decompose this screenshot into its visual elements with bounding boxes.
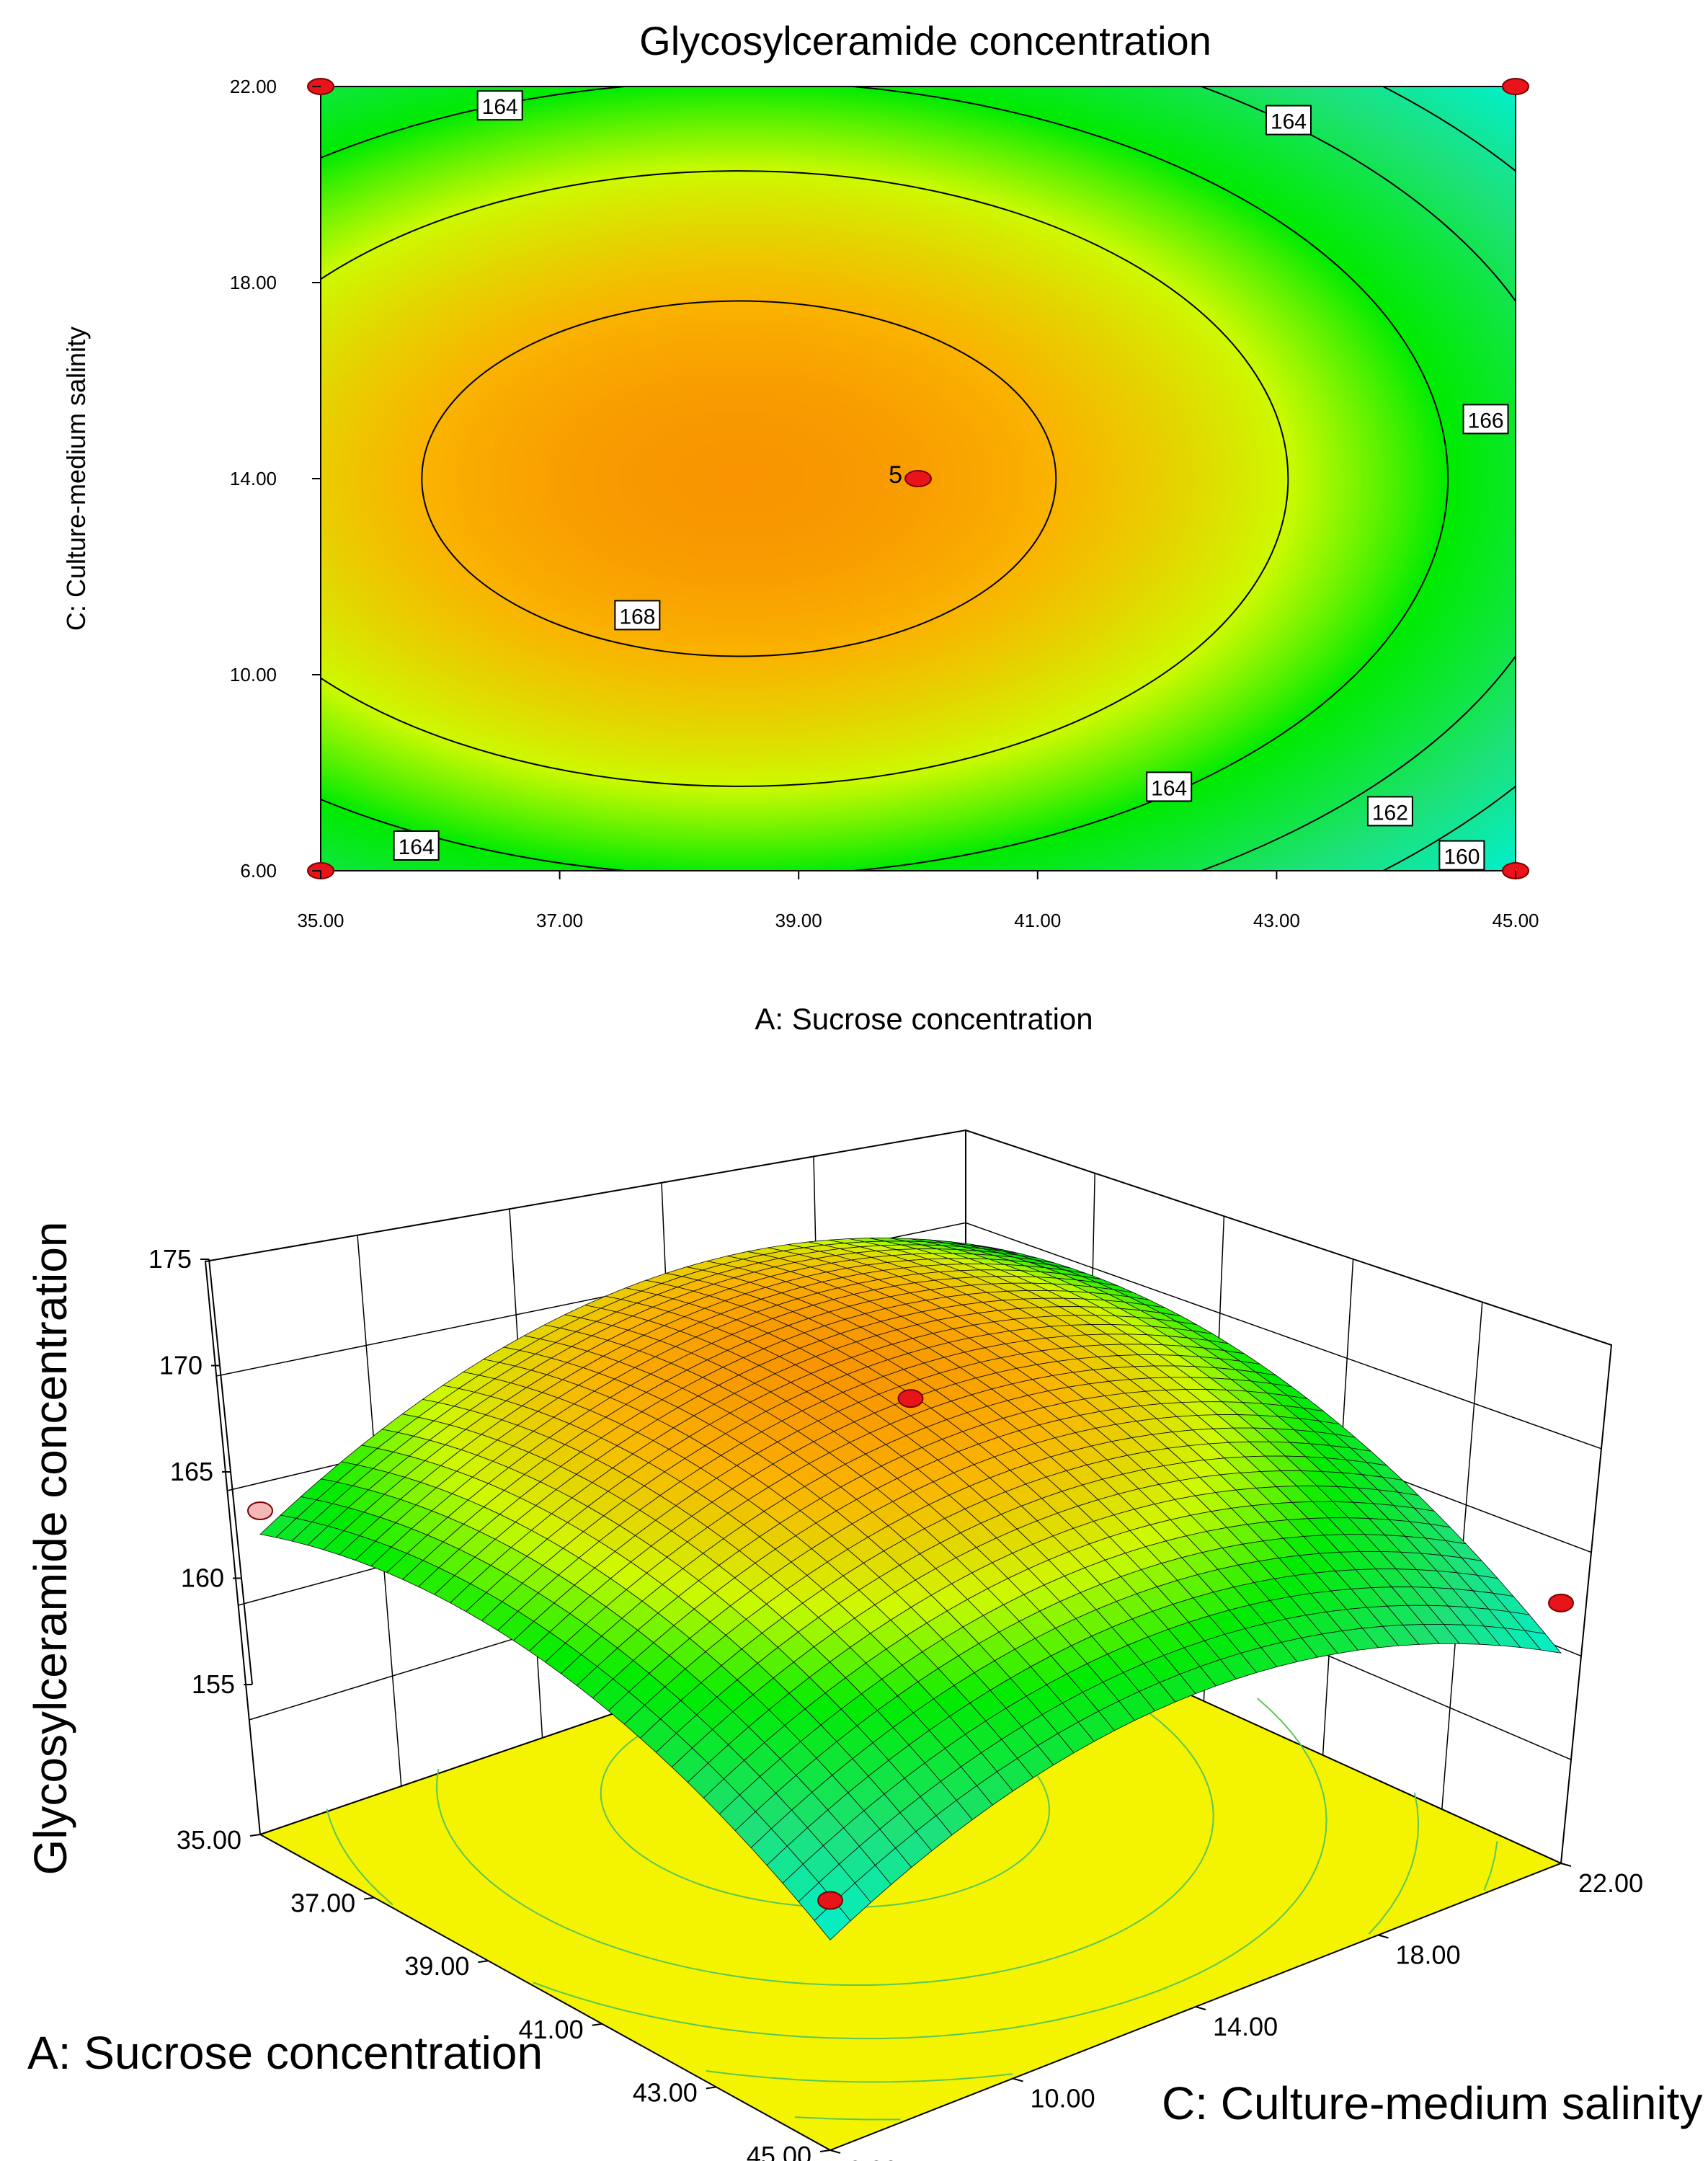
y-tick-label: 22.00	[230, 76, 277, 97]
c-tick-mark	[1378, 1934, 1389, 1939]
z-tick-label: 175	[148, 1244, 192, 1274]
contour-label-box	[1366, 796, 1413, 827]
a-tick-label: 39.00	[404, 1951, 469, 1981]
c-tick-mark	[1013, 2077, 1023, 2082]
contour-chart: Glycosylceramide concentration 164 164 166…	[61, 18, 1539, 1036]
x-tick-label: 37.00	[536, 910, 583, 931]
contour-label: 164	[399, 835, 435, 859]
floor-contour-162	[706, 1792, 1420, 2083]
contour-label-box	[1462, 404, 1509, 435]
x-tick-label: 39.00	[775, 910, 822, 931]
surface-a-axis-label: A: Sucrose concentration	[27, 2027, 543, 2079]
c-tick-label: 6.00	[848, 2155, 898, 2161]
contour-label-box	[1265, 105, 1312, 136]
surface-c-ticks: 6.00 10.00 14.00 18.00 22.00	[829, 1863, 1643, 2161]
contour-label: 166	[1468, 409, 1504, 432]
surface-design-point	[247, 1501, 273, 1520]
contour-label: 162	[1372, 801, 1408, 825]
c-tick-label: 14.00	[1213, 2012, 1278, 2041]
z-tick-label: 170	[159, 1351, 203, 1380]
surface-chart: 155 160 165 170 175 35.00 37.00 39.00 41.00 43.0…	[25, 1129, 1702, 2161]
design-point-label: 5	[889, 461, 902, 489]
z-axis-line	[208, 1259, 253, 1685]
x-tick-label: 45.00	[1492, 910, 1539, 931]
surface-mesh	[259, 1238, 1562, 1940]
contour-label: 164	[482, 95, 518, 119]
surface-design-points	[247, 1389, 1574, 1910]
contour-design-point	[1502, 78, 1529, 95]
surface-design-point	[817, 1891, 843, 1910]
y-tick-label: 18.00	[230, 272, 277, 293]
contour-title: Glycosylceramide concentration	[639, 18, 1211, 63]
contour-label: 168	[619, 605, 655, 629]
a-tick-label: 45.00	[747, 2141, 811, 2161]
a-tick-mark	[249, 1834, 261, 1837]
surface-c-axis-label: C: Culture-medium salinity	[1162, 2077, 1702, 2129]
contour-lines	[321, 86, 1516, 871]
a-tick-label: 35.00	[177, 1825, 241, 1855]
a-tick-mark	[819, 2149, 831, 2152]
contour-y-axis-label: C: Culture-medium salinity	[61, 327, 91, 631]
contour-label-box	[1146, 771, 1193, 802]
c-tick-mark	[1195, 2006, 1206, 2010]
contour-y-ticks: 6.00 10.00 14.00 18.00 22.00	[230, 76, 321, 882]
surface-design-point	[1548, 1593, 1574, 1612]
contour-line-168	[421, 300, 1057, 657]
c-tick-mark	[829, 2149, 841, 2154]
c-tick-label: 18.00	[1396, 1940, 1461, 1970]
c-tick-label: 10.00	[1031, 2084, 1095, 2113]
x-tick-label: 41.00	[1014, 910, 1061, 931]
contour-label: 164	[1151, 776, 1187, 800]
contour-line-164	[321, 86, 1449, 871]
floor-contour-160	[794, 1841, 1498, 2121]
a-tick-mark	[592, 2023, 602, 2026]
z-tick-label: 155	[192, 1669, 235, 1699]
x-tick-label: 35.00	[297, 910, 344, 931]
contour-label: 160	[1444, 846, 1480, 869]
z-tick-label: 160	[181, 1563, 224, 1593]
a-tick-mark	[478, 1960, 489, 1963]
y-tick-label: 14.00	[230, 468, 277, 489]
surface-a-ticks: 35.00 37.00 39.00 41.00 43.00 45.00	[177, 1825, 831, 2161]
surface-z-ticks: 155 160 165 170 175	[148, 1244, 253, 1699]
contour-label-box	[1438, 840, 1485, 871]
c-tick-label: 22.00	[1578, 1868, 1643, 1898]
contour-x-axis-label: A: Sucrose concentration	[755, 1002, 1093, 1036]
contour-label-box	[614, 600, 661, 631]
a-tick-mark	[706, 2086, 716, 2090]
surface-z-axis-label: Glycosylceramide concentration	[25, 1221, 76, 1875]
surface-design-point	[897, 1389, 924, 1408]
y-tick-label: 6.00	[240, 860, 277, 882]
c-tick-mark	[1560, 1863, 1572, 1867]
contour-design-point	[904, 470, 932, 487]
x-tick-label: 43.00	[1253, 910, 1300, 931]
a-tick-label: 41.00	[519, 2015, 584, 2044]
contour-labels: 164 164 166 168 164 162 160 164	[393, 90, 1509, 871]
contour-x-ticks: 35.00 37.00 39.00 41.00 43.00 45.00	[297, 871, 1539, 931]
z-tick-label: 165	[170, 1457, 213, 1486]
a-tick-label: 43.00	[633, 2077, 698, 2107]
contour-line-166	[321, 170, 1289, 787]
contour-label-box	[476, 90, 523, 121]
y-tick-label: 10.00	[230, 664, 277, 685]
wall-grid-line	[216, 1222, 1602, 1450]
contour-label: 164	[1271, 110, 1307, 134]
a-tick-label: 37.00	[290, 1889, 355, 1918]
contour-label-box	[393, 830, 440, 861]
a-tick-mark	[364, 1896, 375, 1900]
